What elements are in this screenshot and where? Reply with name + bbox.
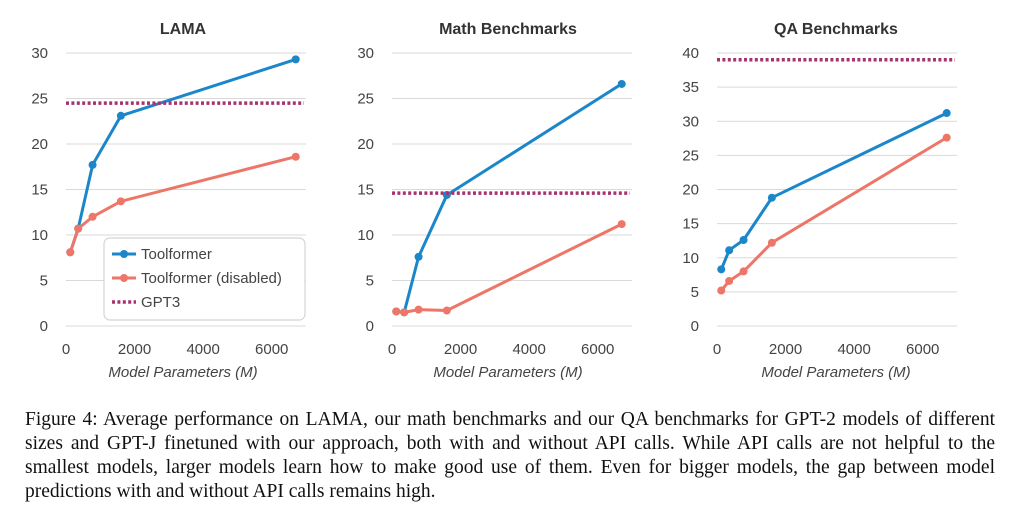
x-tick-label: 2000 xyxy=(444,341,477,358)
y-tick-label: 30 xyxy=(682,113,699,130)
y-tick-label: 25 xyxy=(682,147,699,164)
data-point xyxy=(116,197,125,206)
y-tick-label: 35 xyxy=(682,79,699,96)
y-tick-label: 30 xyxy=(357,45,374,62)
x-tick-label: 6000 xyxy=(581,341,614,358)
series-line-toolformer-disabled xyxy=(394,222,624,314)
data-point xyxy=(66,248,75,257)
x-tick-label: 0 xyxy=(388,341,396,358)
chart-panel-3: QA Benchmarks 0 5 10 15 20 25 30 35 40 0 2000 4000 60… xyxy=(682,21,957,381)
x-tick-label: 6000 xyxy=(255,341,288,358)
data-point xyxy=(414,252,423,261)
data-point xyxy=(717,265,726,274)
y-tick-label: 25 xyxy=(357,91,374,108)
x-axis-label: Model Parameters (M) xyxy=(433,364,582,381)
y-tick-label: 15 xyxy=(357,182,374,199)
figure: LAMA 0 5 10 15 20 25 30 0 2000 4000 6000 Model Param… xyxy=(31,21,957,381)
data-point xyxy=(291,55,300,64)
legend-box xyxy=(103,237,306,321)
data-point xyxy=(392,307,401,316)
chart-panel-2: Math Benchmarks 0 5 10 15 20 25 30 0 2000 4000 6000… xyxy=(357,21,632,381)
chart-title: QA Benchmarks xyxy=(774,21,898,38)
y-tick-label: 10 xyxy=(31,227,48,244)
series-line-toolformer xyxy=(68,57,298,254)
legend-marker xyxy=(120,250,128,258)
data-point xyxy=(74,224,83,233)
y-tick-label: 5 xyxy=(40,273,48,290)
x-tick-label: 6000 xyxy=(906,341,939,358)
data-point xyxy=(414,305,423,314)
x-tick-label: 4000 xyxy=(837,341,870,358)
series-line-toolformer-disabled xyxy=(719,136,949,292)
data-point xyxy=(739,267,748,276)
x-axis-label: Model Parameters (M) xyxy=(108,364,257,381)
data-point xyxy=(717,286,726,295)
data-point xyxy=(291,152,300,161)
x-tick-label: 2000 xyxy=(118,341,151,358)
series-line-toolformer xyxy=(394,82,624,314)
x-tick-label: 4000 xyxy=(186,341,219,358)
legend: Toolformer Toolformer (disabled) GPT3 xyxy=(103,237,306,321)
data-point xyxy=(442,306,451,315)
y-tick-label: 0 xyxy=(40,318,48,335)
y-tick-label: 20 xyxy=(31,136,48,153)
y-tick-label: 5 xyxy=(366,273,374,290)
data-point xyxy=(725,276,734,285)
data-point xyxy=(767,193,776,202)
data-point xyxy=(617,220,626,229)
data-point xyxy=(400,308,409,317)
data-point xyxy=(767,238,776,247)
chart-title: LAMA xyxy=(160,21,207,38)
y-tick-label: 20 xyxy=(357,136,374,153)
y-tick-label: 15 xyxy=(31,182,48,199)
data-point xyxy=(88,212,97,221)
legend-label: GPT3 xyxy=(141,294,180,311)
x-tick-label: 0 xyxy=(62,341,70,358)
y-tick-label: 5 xyxy=(691,284,699,301)
x-tick-label: 4000 xyxy=(512,341,545,358)
legend-label: Toolformer (disabled) xyxy=(141,270,282,287)
series-line-toolformer xyxy=(719,111,949,271)
chart-title: Math Benchmarks xyxy=(439,21,577,38)
y-tick-label: 0 xyxy=(691,318,699,335)
x-axis-label: Model Parameters (M) xyxy=(761,364,910,381)
data-point xyxy=(725,246,734,255)
y-tick-label: 40 xyxy=(682,45,699,62)
data-point xyxy=(942,133,951,142)
chart-panel-1: LAMA 0 5 10 15 20 25 30 0 2000 4000 6000 Model Param… xyxy=(31,21,306,381)
data-point xyxy=(116,111,125,120)
y-tick-label: 15 xyxy=(682,216,699,233)
data-point xyxy=(739,236,748,245)
legend-label: Toolformer xyxy=(141,246,212,263)
y-tick-label: 20 xyxy=(682,182,699,199)
legend-marker xyxy=(120,274,128,282)
data-point xyxy=(88,160,97,169)
y-tick-label: 30 xyxy=(31,45,48,62)
y-tick-label: 10 xyxy=(682,250,699,267)
y-tick-label: 0 xyxy=(366,318,374,335)
y-tick-label: 25 xyxy=(31,91,48,108)
data-point xyxy=(617,79,626,88)
figure-caption: Figure 4: Average performance on LAMA, o… xyxy=(25,409,995,502)
y-tick-label: 10 xyxy=(357,227,374,244)
x-tick-label: 0 xyxy=(713,341,721,358)
x-tick-label: 2000 xyxy=(769,341,802,358)
data-point xyxy=(942,109,951,118)
